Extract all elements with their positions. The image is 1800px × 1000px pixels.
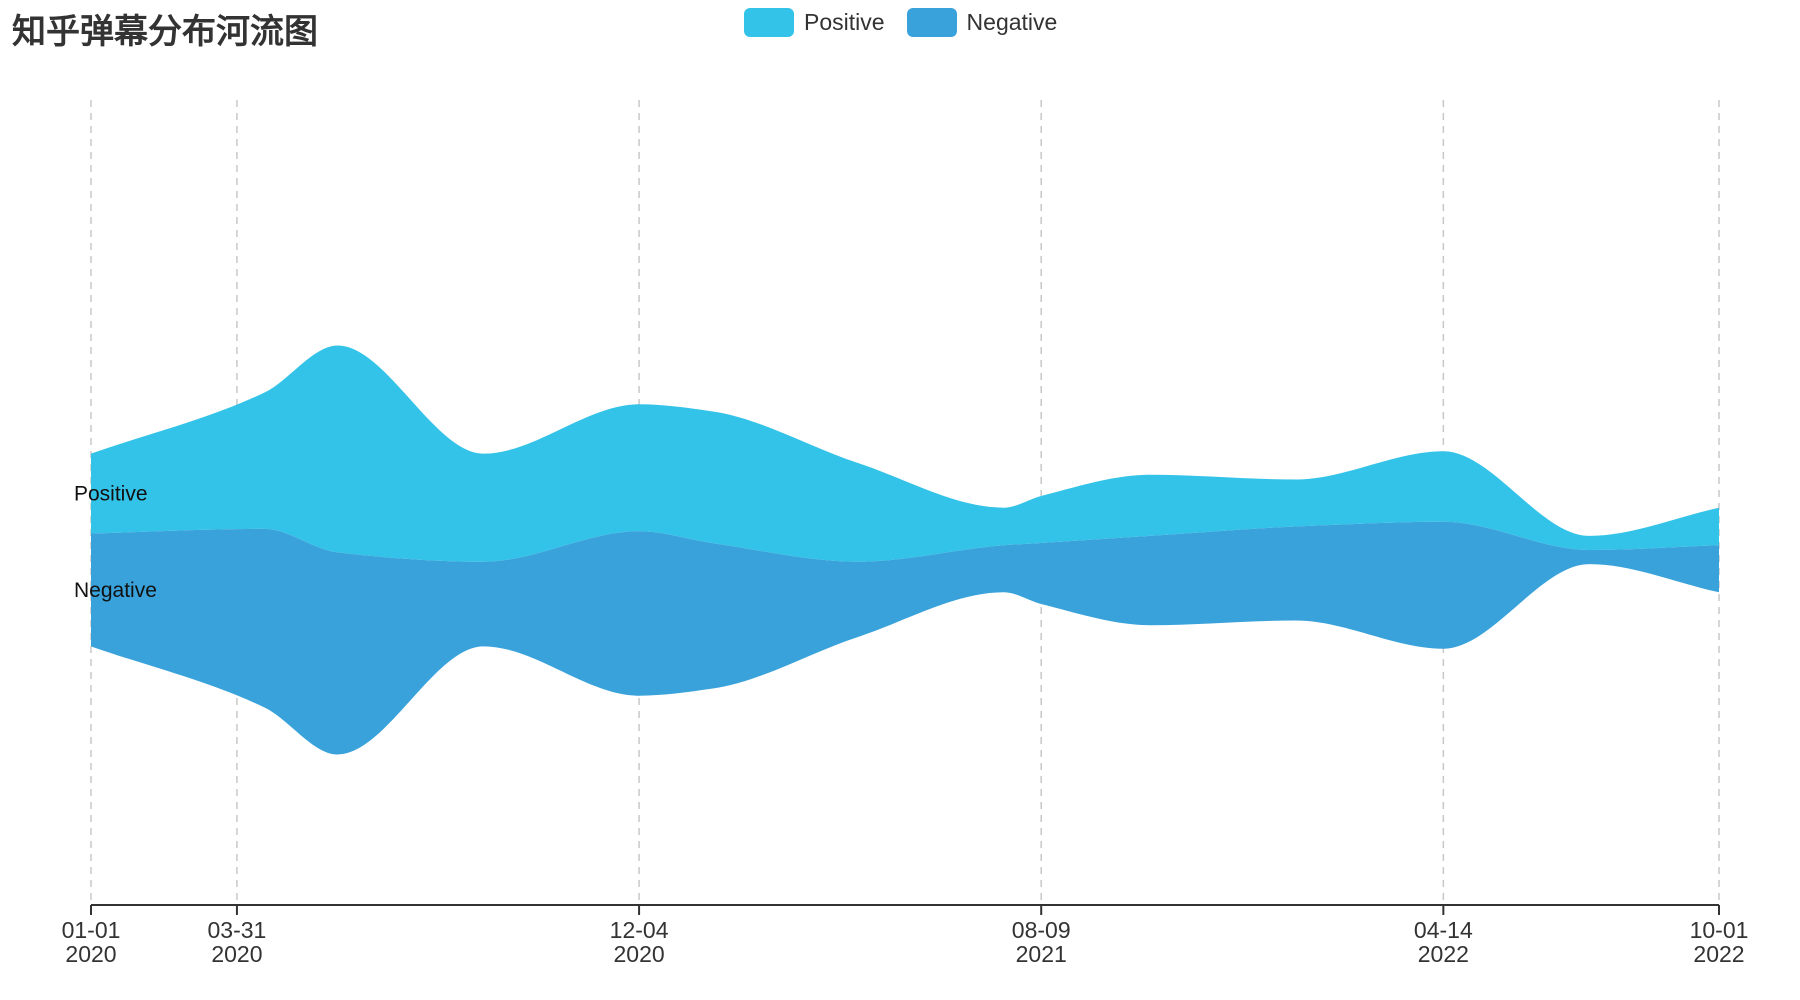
legend-item-positive[interactable]: Positive: [744, 8, 885, 37]
series-label-positive: Positive: [74, 483, 148, 506]
x-tick-label-date-5: 10-01: [1690, 917, 1749, 943]
legend-label-negative: Negative: [966, 9, 1058, 35]
x-tick-label-year-2: 2020: [613, 941, 664, 967]
chart-title: 知乎弹幕分布河流图: [12, 12, 318, 52]
stream-band-positive: [91, 345, 1719, 562]
series-label-negative: Negative: [74, 579, 157, 602]
x-tick-label-date-1: 03-31: [208, 917, 267, 943]
legend-swatch-negative: [906, 8, 957, 37]
legend-item-negative[interactable]: Negative: [906, 8, 1058, 37]
legend-label-positive: Positive: [804, 9, 885, 35]
x-tick-label-year-5: 2022: [1693, 941, 1744, 967]
legend: Positive Negative: [744, 8, 1057, 37]
x-tick-label-year-1: 2020: [211, 941, 262, 967]
stream-band-negative: [91, 521, 1719, 755]
x-tick-label-year-4: 2022: [1418, 941, 1469, 967]
x-tick-label-year-0: 2020: [65, 941, 116, 967]
x-tick-label-year-3: 2021: [1016, 941, 1067, 967]
x-tick-label-date-2: 12-04: [610, 917, 669, 943]
x-tick-label-date-4: 04-14: [1414, 917, 1473, 943]
x-tick-label-date-3: 08-09: [1012, 917, 1071, 943]
x-tick-label-date-0: 01-01: [62, 917, 121, 943]
legend-swatch-positive: [744, 8, 794, 37]
